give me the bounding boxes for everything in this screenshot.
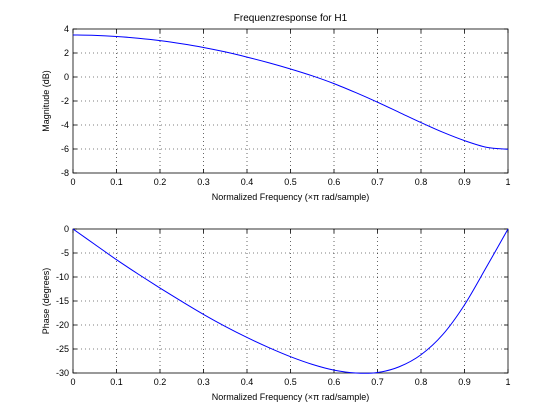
phase-y-tick-label: -25 xyxy=(56,344,69,354)
magnitude-y-axis-label: Magnitude (dB) xyxy=(41,70,51,132)
magnitude-y-tick-label: 2 xyxy=(64,48,69,58)
magnitude-y-tick-label: 4 xyxy=(64,24,69,34)
magnitude-y-tick-label: -8 xyxy=(61,168,69,178)
phase-x-tick-label: 0.9 xyxy=(458,377,471,387)
phase-grid xyxy=(73,229,508,373)
magnitude-ticks: 0 0.1 0.2 0.3 0.4 0.5 0.6 0.7 0.8 0.9 1 -8 -6 -4 -2 0 2 4 xyxy=(61,24,511,187)
magnitude-title: Frequenzresponse for H1 xyxy=(234,13,348,24)
phase-x-tick-label: 0.3 xyxy=(197,377,210,387)
magnitude-x-tick-label: 0.2 xyxy=(154,177,167,187)
magnitude-x-tick-label: 0.1 xyxy=(110,177,123,187)
phase-x-tick-label: 0.8 xyxy=(415,377,428,387)
phase-y-tick-label: 0 xyxy=(64,224,69,234)
phase-y-tick-label: -5 xyxy=(61,248,69,258)
magnitude-x-tick-label: 0.9 xyxy=(458,177,471,187)
phase-y-tick-label: -30 xyxy=(56,368,69,378)
magnitude-x-tick-label: 0.5 xyxy=(284,177,297,187)
magnitude-y-tick-label: -4 xyxy=(61,120,69,130)
phase-x-tick-label: 0.1 xyxy=(110,377,123,387)
magnitude-x-tick-label: 0.3 xyxy=(197,177,210,187)
magnitude-y-tick-label: -6 xyxy=(61,144,69,154)
magnitude-grid xyxy=(73,29,508,173)
phase-curve xyxy=(72,228,509,374)
magnitude-curve xyxy=(72,34,509,150)
phase-y-tick-label: -15 xyxy=(56,296,69,306)
magnitude-x-tick-label: 0.8 xyxy=(415,177,428,187)
magnitude-y-tick-label: -2 xyxy=(61,96,69,106)
magnitude-x-tick-label: 0.7 xyxy=(371,177,384,187)
phase-y-tick-label: -20 xyxy=(56,320,69,330)
phase-x-tick-label: 0.6 xyxy=(328,377,341,387)
magnitude-plot: 0 0.1 0.2 0.3 0.4 0.5 0.6 0.7 0.8 0.9 1 -8 -6 -4 -2 0 2 4… xyxy=(41,13,511,202)
magnitude-x-tick-label: 1 xyxy=(505,177,510,187)
phase-y-tick-label: -10 xyxy=(56,272,69,282)
phase-x-tick-label: 0.2 xyxy=(154,377,167,387)
phase-x-tick-label: 0.5 xyxy=(284,377,297,387)
magnitude-x-tick-label: 0.6 xyxy=(328,177,341,187)
phase-y-axis-label: Phase (degrees) xyxy=(41,268,51,335)
phase-x-tick-label: 0 xyxy=(70,377,75,387)
phase-x-tick-label: 1 xyxy=(505,377,510,387)
phase-x-tick-label: 0.4 xyxy=(241,377,254,387)
magnitude-x-axis-label: Normalized Frequency (×π rad/sample) xyxy=(212,192,370,202)
phase-x-tick-label: 0.7 xyxy=(371,377,384,387)
magnitude-x-tick-label: 0 xyxy=(70,177,75,187)
phase-x-axis-label: Normalized Frequency (×π rad/sample) xyxy=(212,392,370,402)
magnitude-y-tick-label: 0 xyxy=(64,72,69,82)
phase-ticks: 0 0.1 0.2 0.3 0.4 0.5 0.6 0.7 0.8 0.9 1 -30 -25 -20 -1… xyxy=(56,224,511,387)
magnitude-x-tick-label: 0.4 xyxy=(241,177,254,187)
phase-plot: 0 0.1 0.2 0.3 0.4 0.5 0.6 0.7 0.8 0.9 1 -30 -25 -20 -1… xyxy=(41,224,511,402)
